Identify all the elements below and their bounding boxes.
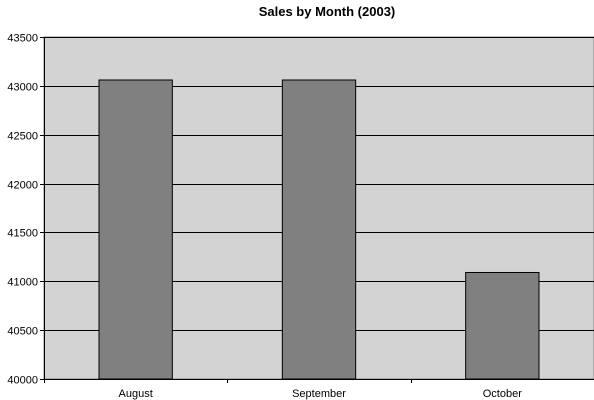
chart-title: Sales by Month (2003) xyxy=(258,4,396,19)
bar-august xyxy=(98,79,173,380)
y-axis-ticks: 40000 40500 41000 41500 42000 42500 43000 43500 xyxy=(7,33,44,387)
y-tick-label: 40500 xyxy=(7,326,38,338)
x-tick-label: October xyxy=(483,388,522,400)
x-tick-label: August xyxy=(119,388,153,400)
y-tick-label: 42000 xyxy=(7,180,38,192)
bar-september xyxy=(281,79,357,380)
y-tick-label: 41000 xyxy=(7,277,38,289)
bar-october xyxy=(465,271,540,380)
y-tick-label: 42500 xyxy=(7,131,38,143)
y-tick-label: 40000 xyxy=(7,375,38,387)
y-tick-label: 41500 xyxy=(7,228,38,240)
y-tick-label: 43500 xyxy=(7,33,38,45)
x-tick-label: September xyxy=(292,388,346,400)
y-tick-label: 43000 xyxy=(7,82,38,94)
x-axis-ticks: August September October xyxy=(44,379,522,400)
bars xyxy=(98,79,540,380)
